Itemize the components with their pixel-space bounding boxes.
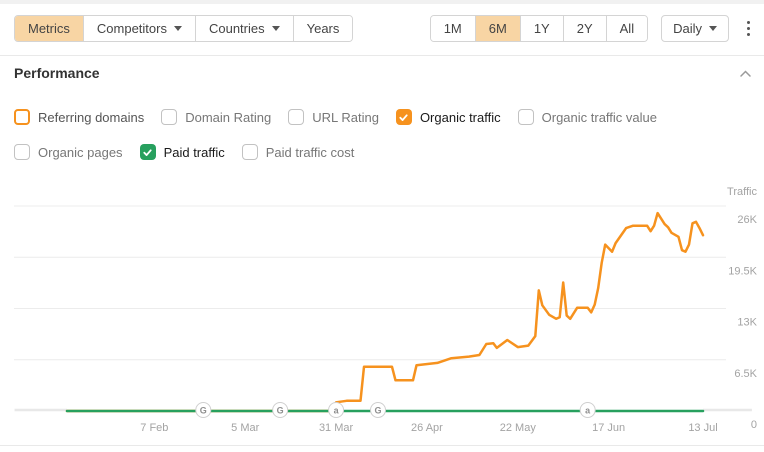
metric-checkbox-organic-traffic[interactable]: Organic traffic: [395, 109, 501, 125]
caret-down-icon: [173, 26, 182, 31]
checkbox-checked: [139, 144, 156, 160]
checkbox-unchecked: [241, 144, 258, 160]
more-options-icon[interactable]: [742, 17, 755, 40]
caret-down-icon: [271, 26, 280, 31]
metric-checkbox-paid-traffic-cost[interactable]: Paid traffic cost: [241, 144, 355, 160]
x-tick-label: 7 Feb: [140, 422, 168, 434]
metric-checkbox-organic-traffic-value[interactable]: Organic traffic value: [517, 109, 657, 125]
event-marker-a[interactable]: [328, 402, 345, 418]
metric-toggles-row-1: Referring domains Domain Rating URL Rati…: [14, 109, 657, 125]
x-tick-label: 17 Jun: [592, 422, 625, 434]
granularity-dropdown[interactable]: Daily: [661, 15, 729, 42]
x-tick-label: 5 Mar: [231, 422, 259, 434]
y-tick-label: 19.5K: [728, 265, 757, 277]
top-strip: [0, 0, 764, 4]
checkbox-unchecked: [288, 109, 305, 125]
checkmark-icon: [143, 148, 152, 156]
metric-checkbox-organic-pages[interactable]: Organic pages: [14, 144, 123, 160]
y-tick-label: 6.5K: [734, 368, 757, 380]
range-2y-label: 2Y: [576, 21, 593, 36]
y-axis-title: Traffic: [727, 186, 757, 198]
range-all-label: All: [619, 21, 635, 36]
metric-label: Organic traffic: [419, 109, 501, 125]
y-tick-label: 0: [751, 419, 757, 431]
granularity-label: Daily: [673, 21, 702, 36]
range-controls: 1M 6M 1Y 2Y All Daily: [429, 15, 755, 42]
tab-years-label: Years: [306, 21, 340, 36]
range-1m-label: 1M: [443, 21, 462, 36]
tab-metrics-label: Metrics: [28, 21, 70, 36]
view-tabs-group: Metrics Competitors Countries Years: [14, 15, 354, 42]
toolbar: Metrics Competitors Countries Years 1M 6…: [14, 15, 755, 42]
x-tick-label: 22 May: [500, 422, 537, 434]
caret-down-icon: [709, 26, 717, 31]
date-range-group: 1M 6M 1Y 2Y All: [429, 15, 649, 42]
collapse-section-button[interactable]: [739, 69, 752, 78]
range-all-button[interactable]: All: [605, 16, 648, 41]
metric-label: Organic traffic value: [541, 109, 657, 125]
metric-checkbox-domain-rating[interactable]: Domain Rating: [161, 109, 271, 125]
range-1y-button[interactable]: 1Y: [519, 16, 563, 41]
chevron-up-icon: [740, 69, 751, 77]
tab-competitors-label: Competitors: [96, 21, 167, 36]
metric-checkbox-referring-domains[interactable]: Referring domains: [14, 109, 144, 125]
x-tick-label: 13 Jul: [688, 422, 717, 434]
metric-label: Domain Rating: [185, 109, 272, 125]
range-1y-label: 1Y: [533, 21, 550, 36]
tab-countries-label: Countries: [208, 21, 265, 36]
metric-label: Paid traffic: [163, 144, 225, 160]
toolbar-divider: [0, 55, 764, 56]
event-marker-G[interactable]: [195, 402, 212, 418]
section-title: Performance: [14, 65, 100, 81]
checkbox-unchecked: [14, 109, 30, 125]
range-2y-button[interactable]: 2Y: [562, 16, 606, 41]
tab-countries[interactable]: Countries: [194, 16, 293, 41]
checkbox-unchecked: [517, 109, 534, 125]
metric-label: URL Rating: [312, 109, 379, 125]
tab-years[interactable]: Years: [292, 16, 353, 41]
range-6m-button[interactable]: 6M: [474, 16, 520, 41]
checkbox-unchecked: [14, 144, 30, 160]
metric-toggles-row-2: Organic pages Paid traffic Paid traffic …: [14, 144, 354, 160]
event-marker-a[interactable]: [579, 402, 596, 418]
event-marker-G[interactable]: [272, 402, 289, 418]
bottom-divider: [0, 445, 764, 446]
x-tick-label: 26 Apr: [411, 422, 443, 434]
metric-label: Referring domains: [38, 109, 145, 125]
metric-label: Paid traffic cost: [265, 144, 355, 160]
performance-header: Performance: [14, 64, 752, 82]
range-6m-label: 6M: [488, 21, 507, 36]
metric-label: Organic pages: [38, 144, 123, 160]
checkbox-unchecked: [161, 109, 178, 125]
y-tick-label: 13K: [737, 317, 757, 329]
x-tick-label: 31 Mar: [319, 422, 354, 434]
range-1m-button[interactable]: 1M: [430, 16, 475, 41]
checkbox-checked: [395, 109, 412, 125]
metric-checkbox-url-rating[interactable]: URL Rating: [288, 109, 379, 125]
tab-metrics[interactable]: Metrics: [15, 16, 83, 41]
metric-checkbox-paid-traffic[interactable]: Paid traffic: [139, 144, 225, 160]
checkmark-icon: [399, 113, 409, 121]
tab-competitors[interactable]: Competitors: [82, 16, 195, 41]
event-marker-G[interactable]: [370, 402, 387, 418]
y-tick-label: 26K: [737, 214, 757, 226]
organic-traffic-line[interactable]: [65, 211, 705, 413]
